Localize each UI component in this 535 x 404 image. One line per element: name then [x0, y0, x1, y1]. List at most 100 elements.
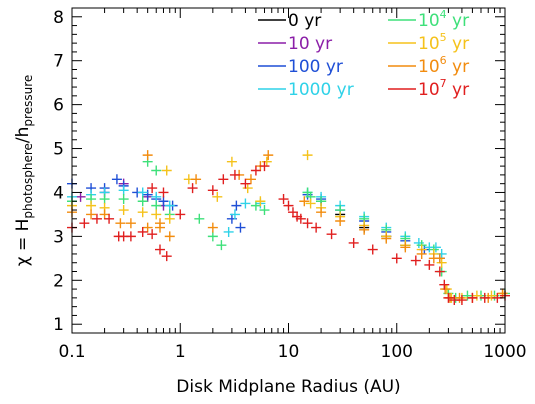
data-point [118, 185, 129, 196]
data-point [218, 174, 229, 185]
x-tick-label: 0.1 [58, 342, 85, 362]
data-point [400, 242, 411, 253]
data-point [305, 198, 316, 209]
data-point [158, 187, 169, 198]
legend-label: 10 yr [288, 34, 332, 54]
data-point [229, 169, 240, 180]
data-point [316, 207, 327, 218]
data-point [235, 222, 246, 233]
data-point [231, 200, 242, 211]
data-point [240, 198, 251, 209]
data-point [226, 156, 237, 167]
y-axis-title-prefix: χ = H [13, 219, 33, 267]
legend-label: 107 yr [418, 77, 469, 100]
y-tick-label: 7 [53, 52, 64, 72]
data-point [216, 240, 227, 251]
data-point [164, 200, 175, 211]
data-point [359, 224, 370, 235]
y-tick-label: 6 [53, 96, 64, 116]
data-point [147, 229, 158, 240]
data-point [229, 209, 240, 220]
data-point [223, 226, 234, 237]
y-tick-label: 4 [53, 183, 64, 203]
data-point [137, 207, 148, 218]
data-point [151, 200, 162, 211]
data-point [440, 284, 451, 295]
data-point [111, 174, 122, 185]
data-point [497, 288, 508, 299]
data-point [283, 200, 294, 211]
axis-ticks: 0.1 1 10 100 1000 1 2 3 4 5 6 7 8 [53, 8, 526, 362]
legend-label: 105 yr [418, 31, 469, 54]
y-axis-title-sub1: photosphere [21, 143, 35, 219]
data-point [454, 292, 465, 303]
data-point [326, 229, 337, 240]
data-point [479, 292, 490, 303]
data-point [436, 257, 447, 268]
data-point [434, 266, 445, 277]
data-point [424, 259, 435, 270]
data-point [263, 150, 274, 161]
data-point [86, 209, 97, 220]
data-point [142, 189, 153, 200]
legend-label: 106 yr [418, 54, 469, 77]
data-point [194, 213, 205, 224]
data-point [137, 226, 148, 237]
y-tick-label: 2 [53, 271, 64, 291]
data-point [104, 213, 115, 224]
data-point [278, 194, 289, 205]
data-point [456, 295, 467, 306]
series-0 [316, 196, 411, 251]
y-tick-label: 5 [53, 140, 64, 160]
data-point [125, 231, 136, 242]
data-marks [67, 150, 510, 306]
data-point [147, 183, 158, 194]
data-point [99, 209, 110, 220]
data-point [161, 251, 172, 262]
data-point [443, 292, 454, 303]
x-tick-label: 10 [278, 342, 300, 362]
series-4 [67, 156, 510, 303]
legend-label: 0 yr [288, 11, 321, 31]
data-point [212, 191, 223, 202]
data-point [367, 244, 378, 255]
data-point [471, 290, 482, 301]
data-point [151, 209, 162, 220]
x-axis-title: Disk Midplane Radius (AU) [176, 377, 400, 397]
data-point [245, 174, 256, 185]
data-point [242, 183, 253, 194]
data-point [391, 253, 402, 264]
data-point [164, 213, 175, 224]
data-point [91, 213, 102, 224]
data-point [125, 218, 136, 229]
data-point [311, 222, 322, 233]
data-point [175, 209, 186, 220]
data-point [335, 216, 346, 227]
data-point [191, 174, 202, 185]
data-point [137, 187, 148, 198]
data-point [151, 191, 162, 202]
data-point [86, 200, 97, 211]
data-point [75, 191, 86, 202]
legend-label: 100 yr [288, 57, 343, 77]
data-point [250, 165, 261, 176]
y-axis-title-sub2: pressure [21, 75, 35, 127]
data-point [158, 196, 169, 207]
data-point [302, 150, 313, 161]
series-5 [67, 150, 508, 303]
series-7 [67, 161, 510, 306]
data-point [295, 213, 306, 224]
data-point [410, 255, 421, 266]
data-point [430, 242, 441, 253]
x-tick-label: 1000 [483, 342, 526, 362]
data-point [259, 205, 270, 216]
data-point [250, 200, 261, 211]
y-tick-label: 1 [53, 315, 64, 335]
series-6 [67, 150, 508, 303]
data-point [416, 248, 427, 259]
data-point [118, 194, 129, 205]
data-point [137, 196, 148, 207]
data-point [142, 150, 153, 161]
